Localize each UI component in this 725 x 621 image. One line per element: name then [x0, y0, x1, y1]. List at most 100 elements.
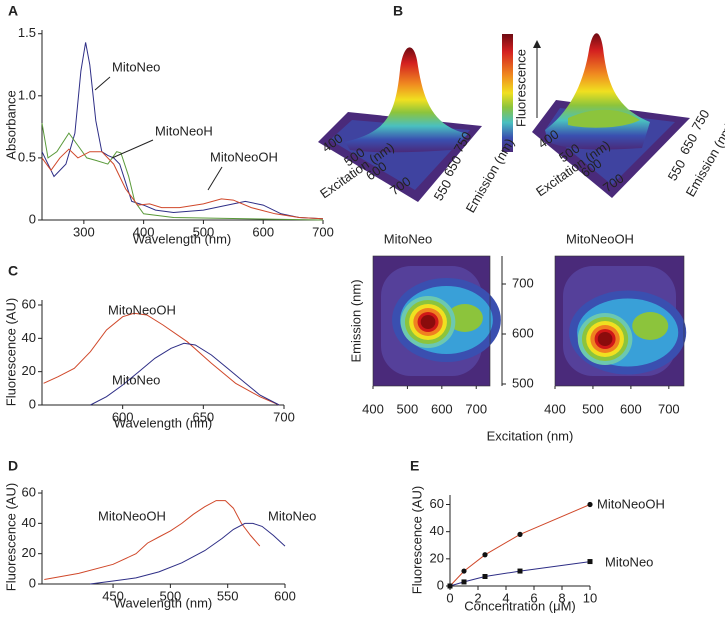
y-tick-label: 0	[29, 575, 36, 590]
series-label: MitoNeo	[112, 59, 160, 74]
y-tick-label: 1.0	[18, 87, 36, 102]
surface-title: MitoNeoOH	[566, 231, 634, 246]
x-tick-label: 600	[274, 588, 296, 603]
peak	[423, 317, 434, 327]
series-label: MitoNeo	[268, 508, 316, 523]
series-line	[41, 42, 324, 220]
point	[447, 583, 453, 589]
y-axis-label: Fluorescence (AU)	[3, 483, 18, 591]
point	[482, 573, 488, 579]
series-label: MitoNeoOH	[108, 302, 176, 317]
panel-label: A	[8, 3, 18, 19]
y-tick-label: 20	[22, 545, 36, 560]
leader-line	[207, 166, 223, 191]
x-tick-label: 700	[273, 409, 295, 424]
y-tick-label: 20	[430, 550, 444, 565]
series-label: MitoNeo	[605, 554, 653, 569]
point	[461, 568, 467, 574]
x-tick-label: 600	[252, 224, 274, 239]
y-axis-label: Absorbance	[3, 90, 18, 159]
x-tick-label: 4	[502, 590, 509, 605]
y-tick-label: 40	[22, 330, 36, 345]
point	[517, 531, 523, 537]
surface-axis-label: Emission (nm)	[463, 136, 518, 215]
series-line	[90, 522, 286, 585]
y-axis-label: Fluorescence (AU)	[409, 486, 424, 594]
x-tick-label: 550	[217, 588, 239, 603]
series-line	[41, 123, 324, 221]
x-tick-label: 500	[582, 401, 604, 416]
x-tick-label: 700	[465, 401, 487, 416]
x-tick-label: 500	[160, 588, 182, 603]
surface-left	[318, 47, 482, 202]
panel-label: D	[8, 458, 18, 474]
x-tick-label: 8	[558, 590, 565, 605]
shoulder	[632, 312, 669, 340]
surface-tick: 550	[665, 157, 689, 183]
surface-right	[532, 33, 690, 198]
panel-label: C	[8, 263, 18, 279]
surface-tick: 650	[677, 131, 701, 157]
point	[517, 568, 523, 574]
y-tick-label: 20	[22, 363, 36, 378]
series-label: MitoNeoOH	[210, 149, 278, 164]
point	[461, 579, 467, 585]
series-line	[449, 504, 591, 587]
x-tick-label: 500	[397, 401, 419, 416]
x-tick-label: 700	[658, 401, 680, 416]
x-axis-label: Wavelength (nm)	[114, 595, 213, 610]
x-axis-label: Excitation (nm)	[487, 428, 574, 443]
surface-title: MitoNeo	[384, 231, 432, 246]
series-line	[44, 500, 261, 580]
series-line	[43, 312, 280, 406]
y-tick-label: 0	[29, 211, 36, 226]
surface-axis-label: Emission (nm)	[683, 120, 725, 199]
x-tick-label: 400	[133, 224, 155, 239]
series-label: MitoNeo	[112, 372, 160, 387]
colorbar	[502, 34, 513, 152]
x-tick-label: 6	[530, 590, 537, 605]
x-tick-label: 2	[474, 590, 481, 605]
x-tick-label: 500	[193, 224, 215, 239]
x-tick-label: 600	[620, 401, 642, 416]
leader-line	[111, 139, 154, 159]
x-axis-label: Concentration (μM)	[464, 598, 576, 613]
surface-tick: 750	[689, 107, 713, 133]
series-line	[41, 148, 324, 220]
x-tick-label: 400	[544, 401, 566, 416]
x-tick-label: 600	[431, 401, 453, 416]
point	[482, 552, 488, 558]
x-tick-label: 0	[446, 590, 453, 605]
peak	[600, 334, 611, 344]
point	[587, 501, 593, 508]
y-tick-label: 0.5	[18, 149, 36, 164]
x-tick-label: 650	[192, 409, 214, 424]
y-tick-label: 0	[29, 396, 36, 411]
series-line	[90, 342, 280, 406]
y-tick-label: 60	[22, 296, 36, 311]
y-tick-label: 40	[22, 515, 36, 530]
y-tick-label: 40	[430, 523, 444, 538]
y-tick-label: 0	[437, 577, 444, 592]
x-tick-label: 450	[102, 588, 124, 603]
y-tick-label: 700	[512, 275, 534, 290]
leader-line	[94, 76, 111, 91]
y-axis-label: Emission (nm)	[348, 279, 363, 362]
panel-label: B	[393, 3, 403, 19]
x-tick-label: 600	[112, 409, 134, 424]
heatmap-frame	[554, 255, 685, 387]
series-label: MitoNeoOH	[98, 508, 166, 523]
series-label: MitoNeoOH	[597, 496, 665, 511]
y-tick-label: 1.5	[18, 25, 36, 40]
x-tick-label: 400	[362, 401, 384, 416]
y-tick-label: 60	[430, 496, 444, 511]
x-tick-label: 10	[583, 590, 597, 605]
x-axis-label: Wavelength (nm)	[114, 415, 213, 430]
shoulder	[446, 304, 483, 332]
y-axis-label: Fluorescence (AU)	[3, 298, 18, 406]
y-tick-label: 500	[512, 375, 534, 390]
y-tick-label: 600	[512, 325, 534, 340]
x-tick-label: 300	[73, 224, 95, 239]
x-axis-label: Wavelength (nm)	[133, 231, 232, 246]
